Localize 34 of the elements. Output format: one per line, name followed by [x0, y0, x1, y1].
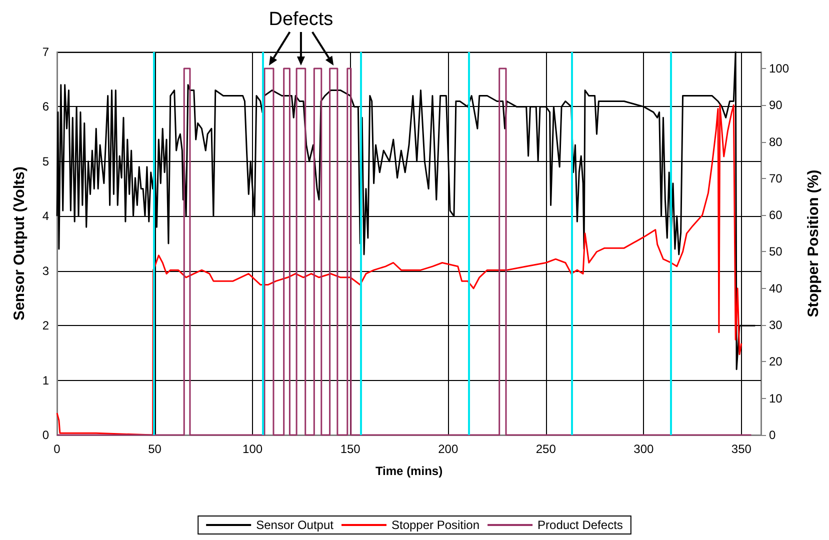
- x-axis-title: Time (mins): [375, 464, 443, 478]
- legend-label: Product Defects: [538, 518, 623, 532]
- y-tick-label: 1: [42, 373, 50, 388]
- x-tick-label: 100: [242, 442, 263, 456]
- y-tick-label: 0: [42, 428, 50, 442]
- y-axis-title: Sensor Output (Volts): [11, 166, 28, 320]
- x-tick-label: 50: [148, 442, 162, 456]
- y-tick-label: 3: [42, 264, 50, 278]
- x-tick-label: 250: [536, 442, 556, 456]
- y-tick-label: 5: [42, 154, 50, 168]
- y-tick-label: 4: [42, 209, 50, 224]
- y2-tick-label: 100: [769, 61, 790, 76]
- text: Defects: [268, 9, 334, 30]
- y2-tick-label: 80: [769, 134, 783, 149]
- y-tick-label: 7: [42, 45, 50, 59]
- y2-tick-label: 60: [769, 208, 783, 222]
- legend-label: Stopper Position: [391, 518, 480, 532]
- x-tick-label: 0: [54, 442, 61, 456]
- y2-tick-label: 0: [769, 428, 776, 442]
- y2-tick-label: 90: [769, 98, 783, 112]
- y2-tick-label: 30: [769, 318, 783, 332]
- x-tick-label: 200: [438, 442, 458, 456]
- x-tick-label: 150: [340, 442, 361, 456]
- x-tick-label: 350: [731, 442, 752, 456]
- y-tick-label: 2: [42, 318, 50, 333]
- x-tick-label: 300: [634, 442, 654, 456]
- y2-tick-label: 20: [769, 354, 783, 369]
- y2-tick-label: 50: [769, 244, 783, 259]
- y2-tick-label: 70: [769, 171, 783, 186]
- y2-tick-label: 40: [769, 281, 783, 296]
- y2-tick-label: 10: [769, 391, 783, 406]
- y-tick-label: 6: [42, 100, 50, 114]
- legend-label: Sensor Output: [256, 518, 334, 532]
- y2-axis-title: Stopper Position (%): [805, 170, 822, 318]
